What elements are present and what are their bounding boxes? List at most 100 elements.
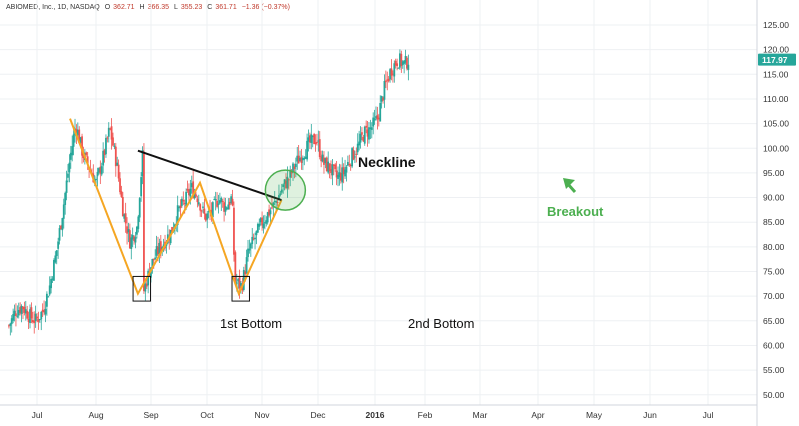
- close-value: 361.71: [215, 4, 237, 11]
- candle-body: [406, 57, 408, 69]
- candle-body: [320, 156, 323, 162]
- change-value: −1.36 (−0.37%): [241, 4, 290, 11]
- candle-body: [369, 127, 372, 130]
- candle-body: [134, 237, 137, 243]
- candle-body: [12, 314, 15, 321]
- candle-body: [192, 181, 195, 198]
- breakout-circle: [264, 169, 307, 211]
- candle-body: [60, 225, 62, 229]
- candle-body: [113, 145, 116, 147]
- candle-body: [158, 242, 161, 255]
- candle-body: [95, 178, 98, 180]
- y-tick-label: 95.00: [763, 168, 785, 178]
- candle-body: [306, 140, 308, 160]
- candle-body: [26, 310, 29, 319]
- candle-body: [265, 220, 268, 224]
- candle-body: [43, 310, 45, 313]
- candle-body: [143, 151, 145, 292]
- candle-body: [401, 61, 404, 66]
- candle-body: [123, 214, 126, 219]
- candle-body: [34, 313, 37, 321]
- candle-body: [224, 206, 227, 212]
- candle-body: [242, 269, 245, 290]
- candle-body: [98, 168, 100, 173]
- candle-body: [238, 276, 241, 289]
- candle-body: [36, 316, 38, 319]
- candle-body: [380, 96, 383, 102]
- candle-body: [349, 164, 352, 166]
- y-tick-label: 100.00: [763, 143, 789, 153]
- x-tick-label: Jul: [32, 410, 43, 420]
- candle-body: [387, 78, 390, 82]
- candle-body: [375, 116, 377, 118]
- x-tick-label: 2016: [366, 410, 385, 420]
- candle-body: [404, 55, 407, 63]
- y-tick-label: 110.00: [763, 94, 789, 104]
- y-tick-label: 115.00: [763, 69, 789, 79]
- candle-body: [57, 241, 60, 249]
- candle-body: [366, 129, 369, 137]
- candle-body: [251, 236, 254, 245]
- candle-body: [76, 129, 79, 136]
- y-tick-label: 65.00: [763, 316, 785, 326]
- candle-body: [136, 226, 138, 235]
- candle-body: [309, 135, 311, 143]
- candle-body: [85, 152, 88, 155]
- candle-body: [344, 169, 346, 177]
- candle-body: [373, 118, 376, 121]
- x-tick-label: Oct: [200, 410, 214, 420]
- candle-body: [54, 255, 57, 263]
- candle-body: [196, 198, 199, 203]
- y-tick-label: 80.00: [763, 242, 785, 252]
- candle-body: [268, 209, 271, 216]
- candle-body: [287, 179, 290, 181]
- y-tick-label: 75.00: [763, 267, 785, 277]
- candle-body: [261, 217, 263, 226]
- candle-body: [182, 200, 185, 202]
- candle-body: [221, 200, 224, 202]
- open-value: 362.71: [113, 4, 135, 11]
- candle-body: [356, 143, 359, 153]
- candle-body: [328, 163, 331, 171]
- candle-body: [33, 320, 36, 324]
- breakout-label: Breakout: [547, 204, 604, 219]
- close-label: C: [207, 4, 213, 11]
- candle-body: [109, 128, 112, 130]
- candle-body: [227, 204, 230, 210]
- candle-body: [186, 188, 189, 191]
- candle-body: [102, 150, 105, 166]
- candle-body: [203, 208, 206, 214]
- x-tick-label: Jul: [703, 410, 714, 420]
- candle-body: [407, 64, 410, 70]
- candle-body: [8, 325, 10, 327]
- candle-body: [338, 172, 341, 178]
- candle-body: [361, 132, 363, 135]
- candle-body: [193, 192, 196, 198]
- candle-body: [346, 161, 349, 166]
- candle-body: [269, 210, 272, 215]
- x-tick-label: Apr: [531, 410, 544, 420]
- candle-body: [79, 137, 82, 144]
- first-bottom-box: [132, 275, 152, 302]
- candle-body: [150, 267, 152, 278]
- candle-body: [310, 134, 313, 143]
- candle-body: [131, 234, 134, 240]
- candle-body: [188, 189, 190, 196]
- candle-body: [341, 167, 344, 183]
- candle-body: [252, 238, 255, 240]
- candle-body: [133, 236, 135, 242]
- candle-body: [337, 174, 339, 179]
- candle-body: [223, 202, 226, 212]
- candle-body: [335, 170, 338, 178]
- candle-body: [178, 207, 180, 209]
- candle-body: [217, 203, 220, 205]
- candle-body: [397, 67, 400, 69]
- candle-body: [280, 189, 283, 193]
- candle-body: [400, 53, 403, 67]
- candle-body: [124, 213, 127, 224]
- candle-body: [303, 157, 306, 160]
- candle-body: [44, 308, 47, 315]
- candle-body: [384, 80, 387, 83]
- last-price-badge: [758, 53, 796, 66]
- candle-body: [105, 137, 107, 155]
